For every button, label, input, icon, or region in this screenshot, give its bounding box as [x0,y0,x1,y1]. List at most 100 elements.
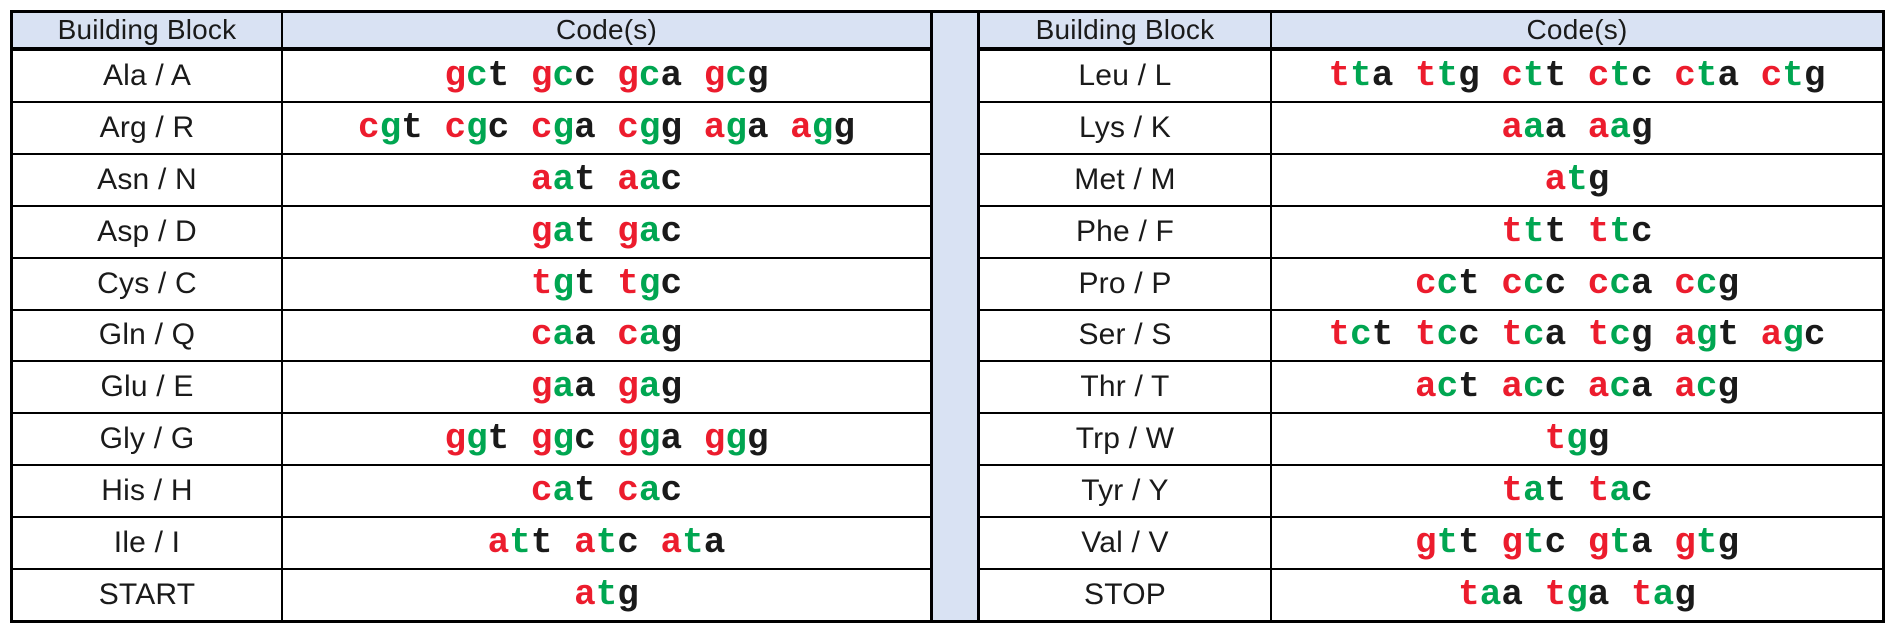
codon: ggg [704,421,769,457]
codon-letter: g [660,106,683,148]
codon-letter: g [552,262,575,304]
codon: gtg [1674,525,1739,561]
codon-letter: c [1436,314,1459,356]
codon-letter: t [1458,522,1480,564]
codon-letter: c [1501,54,1523,96]
table-row: Met / M atg [980,152,1882,205]
codon: tgt [530,262,596,304]
codon-letter: c [530,106,553,148]
codon-letter: t [1587,470,1610,512]
codon-letter: g [379,106,402,148]
codon-letter: a [487,522,510,564]
codon-letter: a [1544,106,1567,148]
codon-letter: a [1674,366,1696,408]
codon-letter: c [1674,262,1696,304]
codon: cgt [358,106,423,148]
codon: atc [574,525,639,561]
codon-letter: t [595,574,618,616]
codon-letter: a [1631,366,1653,408]
codon-letter: t [1458,366,1480,408]
codon-letter: g [1587,522,1610,564]
codon: ccc [1501,265,1566,302]
codon: agg [790,106,855,148]
codon-letter: t [1587,314,1610,356]
codon: cag [617,317,682,353]
codon-letter: t [1631,574,1653,616]
codon-letter: g [1674,574,1696,616]
codon-letter: c [617,106,639,148]
codon-letter: a [1609,106,1632,148]
codon-letter: g [1631,314,1653,356]
codon-letter: t [574,158,596,200]
codon-list: aaa aag [1272,103,1882,153]
table-divider [933,10,977,623]
codon: atg [1544,158,1610,200]
codon-letter: a [1674,314,1696,356]
amino-acid-label: Asp / D [13,206,283,257]
codon-letter: g [1717,366,1740,408]
codon: caa [531,317,596,353]
codon-letter: c [1544,366,1567,408]
codon: gcg [704,57,769,94]
codon-list: gat gac [283,207,930,257]
codon-letter: a [638,366,661,408]
codon-list: gaa gag [283,362,930,412]
codon-letter: t [530,262,553,304]
codon-letter: g [444,54,467,96]
codon: atg [574,577,639,613]
codon-letter: g [811,106,834,148]
codon: gga [617,421,682,457]
codon-letter: c [1522,366,1545,408]
codon-letter: g [617,54,639,96]
codon-list: act acc aca acg [1272,362,1882,412]
codon: ttg [1415,54,1480,96]
codon-letter: g [1782,314,1804,356]
codon-letter: t [1436,54,1459,96]
codon-letter: a [1587,574,1610,616]
codon-letter: t [1501,314,1523,356]
codon: gat [531,213,596,250]
codon-letter: c [1631,470,1653,512]
codon-letter: c [617,522,639,564]
codon-letter: g [466,106,488,148]
table-row: STOP taa tga tag [980,568,1882,620]
codon-letter: t [1544,210,1567,252]
codon-letter: t [1566,158,1588,200]
building-block-header: Building Block [980,13,1272,47]
codon: tgc [617,262,683,304]
amino-acid-label: Gly / G [13,414,283,465]
codon: aga [703,106,769,148]
codon-letter: g [552,106,575,148]
codon-letter: c [574,418,596,460]
codon-letter: a [703,106,726,148]
amino-acid-label: Asn / N [13,154,283,205]
codon-letter: c [574,54,596,96]
codon-letter: a [574,366,596,408]
codon-list: aat aac [283,155,930,205]
codon-letter: t [574,262,596,304]
codon-letter: c [660,262,683,304]
codon-letter: a [1544,158,1567,200]
codon-letter: c [1436,262,1459,304]
codon-letter: g [746,418,769,460]
codon-list: cct ccc cca ccg [1272,259,1882,309]
amino-acid-label: His / H [13,466,283,517]
amino-acid-label: STOP [980,570,1272,620]
codon-letter: a [1371,54,1394,96]
codon-letter: t [1587,210,1610,252]
codon: tgg [1545,421,1610,457]
table-header-row: Building Block Code(s) [980,13,1882,49]
codon-letter: c [530,470,553,512]
codon-letter: c [552,54,575,96]
codon-letter: g [552,418,575,460]
codon: gcc [531,54,596,96]
codon-letter: t [1609,54,1632,96]
